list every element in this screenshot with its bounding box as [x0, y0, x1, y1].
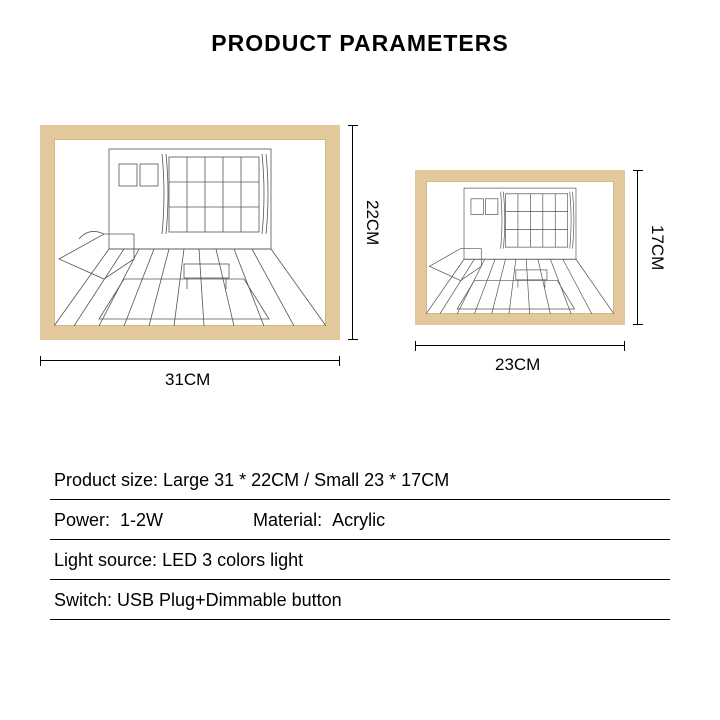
frames-area: 22CM 31CM	[40, 105, 680, 405]
product-frame-small	[415, 170, 625, 325]
spec-value: Large 31 * 22CM / Small 23 * 17CM	[163, 470, 449, 491]
product-frame-large	[40, 125, 340, 340]
spec-label: Product size:	[54, 470, 163, 491]
dim-large-height-line	[352, 125, 353, 340]
spec-row: Product size: Large 31 * 22CM / Small 23…	[50, 460, 670, 500]
page-title: PRODUCT PARAMETERS	[0, 30, 720, 57]
specs-table: Product size: Large 31 * 22CM / Small 23…	[50, 460, 670, 620]
spec-row: Power: 1-2W Material: Acrylic	[50, 500, 670, 540]
dim-large-width-line	[40, 360, 340, 361]
spec-label: Material:	[253, 510, 332, 531]
dim-small-height-label: 17CM	[647, 225, 667, 270]
spec-label: Power:	[54, 510, 120, 531]
spec-row: Switch: USB Plug+Dimmable button	[50, 580, 670, 620]
dim-small-height-line	[637, 170, 638, 325]
spec-value: LED 3 colors light	[162, 550, 303, 571]
dim-small-width-line	[415, 345, 625, 346]
room-sketch-small	[426, 181, 614, 314]
spec-label: Light source:	[54, 550, 162, 571]
dim-large-height-label: 22CM	[362, 200, 382, 245]
spec-label: Switch:	[54, 590, 117, 611]
dim-small-width-label: 23CM	[495, 355, 540, 375]
spec-value: USB Plug+Dimmable button	[117, 590, 342, 611]
room-sketch-large	[54, 139, 326, 326]
spec-value: Acrylic	[332, 510, 385, 531]
spec-row: Light source: LED 3 colors light	[50, 540, 670, 580]
dim-large-width-label: 31CM	[165, 370, 210, 390]
spec-value: 1-2W	[120, 510, 163, 531]
